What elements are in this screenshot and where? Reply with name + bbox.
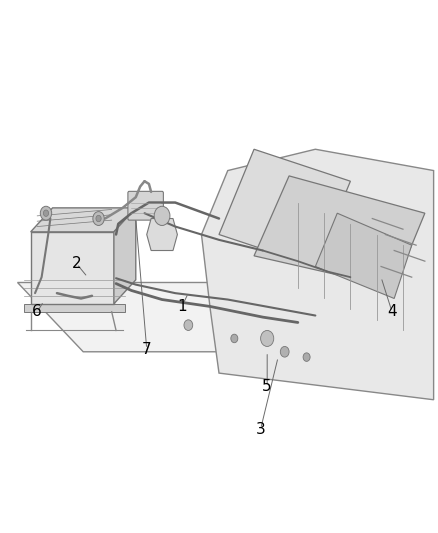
- Circle shape: [261, 330, 274, 346]
- Circle shape: [93, 212, 104, 225]
- Text: 6: 6: [32, 304, 42, 319]
- Polygon shape: [31, 232, 114, 304]
- FancyBboxPatch shape: [128, 191, 163, 220]
- Polygon shape: [24, 304, 125, 312]
- Circle shape: [184, 320, 193, 330]
- Polygon shape: [18, 282, 328, 352]
- Circle shape: [96, 215, 101, 222]
- Polygon shape: [114, 208, 136, 304]
- Text: 4: 4: [387, 304, 397, 319]
- Polygon shape: [147, 219, 177, 251]
- Circle shape: [40, 206, 52, 220]
- Text: 7: 7: [142, 342, 152, 357]
- Circle shape: [154, 206, 170, 225]
- Polygon shape: [315, 213, 412, 298]
- Text: 1: 1: [177, 299, 187, 314]
- Polygon shape: [201, 149, 434, 400]
- Circle shape: [43, 210, 49, 216]
- Polygon shape: [219, 149, 350, 266]
- Text: 3: 3: [256, 422, 265, 437]
- Text: 5: 5: [262, 379, 272, 394]
- Circle shape: [231, 334, 238, 343]
- Polygon shape: [254, 176, 425, 288]
- Polygon shape: [31, 208, 136, 232]
- Text: 2: 2: [72, 256, 81, 271]
- Circle shape: [303, 353, 310, 361]
- Circle shape: [280, 346, 289, 357]
